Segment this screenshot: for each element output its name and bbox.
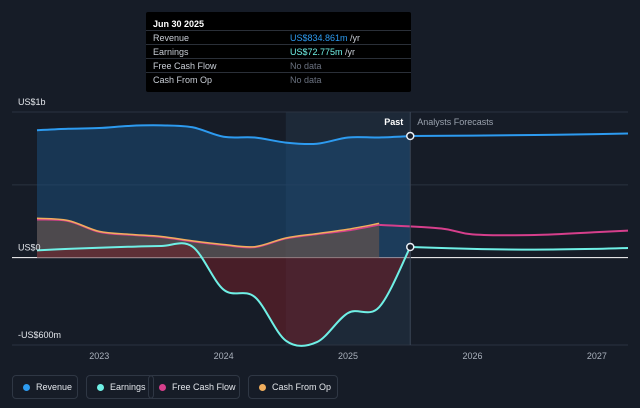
legend-dot-icon: [259, 384, 266, 391]
revenue-area: [37, 125, 411, 258]
free-cash-flow-forecast-line: [379, 223, 629, 237]
earnings-line: [36, 242, 412, 347]
tooltip-unit: /yr: [342, 47, 356, 57]
legend-item-cash-from-op[interactable]: Cash From Op: [248, 375, 338, 399]
tooltip-label: Free Cash Flow: [153, 61, 217, 71]
tooltip-date: Jun 30 2025: [153, 19, 205, 29]
earnings-marker: [406, 242, 415, 252]
x-tick-label: 2024: [214, 351, 234, 361]
x-tick-label: 2023: [89, 351, 109, 361]
legend-dot-icon: [97, 384, 104, 391]
y-tick-label: US$0: [18, 243, 41, 253]
revenue-forecast-line: [410, 132, 629, 138]
legend-dot-icon: [159, 384, 166, 391]
tooltip-label: Earnings: [153, 47, 189, 57]
tooltip-label: Revenue: [153, 33, 190, 43]
tooltip-unit: /yr: [347, 33, 361, 43]
legend-label: Cash From Op: [272, 382, 332, 392]
tooltip-value: US$834.861m: [290, 33, 348, 43]
tooltip-row-earnings: Earnings US$72.775m /yr: [146, 44, 411, 59]
revenue-marker: [406, 131, 415, 141]
x-tick-label: 2026: [462, 351, 482, 361]
tooltip-value: US$72.775m: [290, 47, 343, 57]
earnings-revenue-chart: US$1b US$0 -US$600m 2023 2024 2025 2026 2027 Pas…: [12, 97, 629, 361]
legend-label: Free Cash Flow: [172, 382, 236, 392]
revenue-line: [36, 124, 411, 146]
x-tick-label: 2025: [338, 351, 358, 361]
legend-item-earnings[interactable]: Earnings: [86, 375, 154, 399]
past-label: Past: [384, 117, 403, 127]
legend-label: Revenue: [36, 382, 73, 392]
tooltip-row-cash-from-op: Cash From Op No data: [146, 72, 411, 87]
forecast-label: Analysts Forecasts: [417, 117, 494, 127]
tooltip-row-revenue: Revenue US$834.861m /yr: [146, 30, 411, 45]
tooltip-value: No data: [290, 75, 322, 85]
tooltip-row-free-cash-flow: Free Cash Flow No data: [146, 58, 411, 73]
y-tick-label: US$1b: [18, 97, 46, 107]
legend-label: Earnings: [110, 382, 146, 392]
earnings-forecast-line: [410, 245, 629, 251]
legend-item-revenue[interactable]: Revenue: [12, 375, 78, 399]
legend-dot-icon: [23, 384, 30, 391]
tooltip-label: Cash From Op: [153, 75, 213, 85]
y-tick-label: -US$600m: [18, 330, 61, 340]
cash-from-op-line: [36, 217, 380, 248]
legend-item-free-cash-flow[interactable]: Free Cash Flow: [148, 375, 240, 399]
earnings-area: [37, 243, 411, 346]
x-tick-label: 2027: [587, 351, 607, 361]
tooltip-value: No data: [290, 61, 322, 71]
data-tooltip: Jun 30 2025 Revenue US$834.861m /yr Earn…: [146, 12, 411, 92]
